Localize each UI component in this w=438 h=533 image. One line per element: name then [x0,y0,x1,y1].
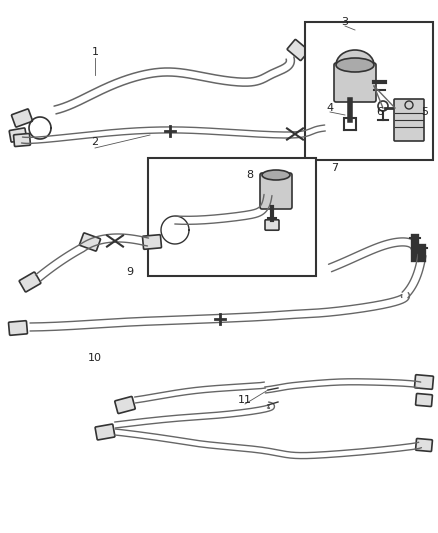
Text: 9: 9 [127,267,134,277]
Text: 4: 4 [326,103,334,113]
FancyBboxPatch shape [80,233,100,251]
Text: 7: 7 [332,163,339,173]
Bar [148,158,316,276]
Text: 1: 1 [92,47,99,57]
Ellipse shape [336,50,374,80]
FancyBboxPatch shape [9,128,27,142]
Bar [305,22,433,160]
FancyBboxPatch shape [8,321,28,335]
FancyBboxPatch shape [115,397,135,414]
FancyBboxPatch shape [14,133,30,147]
FancyBboxPatch shape [95,424,115,440]
Text: 3: 3 [342,17,349,27]
Text: 10: 10 [88,353,102,363]
Text: 5: 5 [421,107,428,117]
FancyBboxPatch shape [416,439,432,451]
Ellipse shape [262,170,290,180]
Text: 8: 8 [247,170,254,180]
FancyBboxPatch shape [260,173,292,209]
FancyBboxPatch shape [265,220,279,230]
FancyBboxPatch shape [414,375,434,389]
FancyBboxPatch shape [142,235,162,249]
FancyBboxPatch shape [321,122,339,134]
FancyBboxPatch shape [394,99,424,141]
FancyBboxPatch shape [287,39,309,60]
Text: 11: 11 [238,395,252,405]
FancyBboxPatch shape [416,393,432,407]
FancyBboxPatch shape [19,272,41,292]
Ellipse shape [336,58,374,72]
FancyBboxPatch shape [334,63,376,102]
Text: 6: 6 [377,107,384,117]
Text: 2: 2 [92,137,99,147]
FancyBboxPatch shape [11,109,32,127]
